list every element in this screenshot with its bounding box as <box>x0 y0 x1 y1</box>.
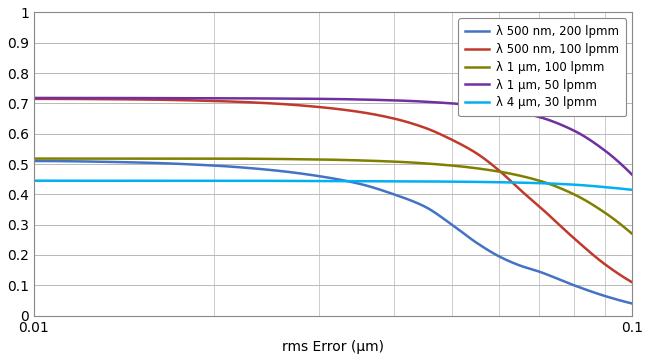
λ 500 nm, 100 lpmm <box>386 116 394 120</box>
λ 4 μm, 30 lpmm <box>318 179 326 183</box>
λ 500 nm, 200 lpmm <box>30 159 38 163</box>
λ 500 nm, 100 lpmm <box>520 191 528 196</box>
λ 1 μm, 100 lpmm <box>386 159 394 164</box>
λ 500 nm, 200 lpmm <box>318 174 326 179</box>
λ 4 μm, 30 lpmm <box>520 180 528 185</box>
λ 500 nm, 200 lpmm <box>628 301 636 306</box>
X-axis label: rms Error (μm): rms Error (μm) <box>282 340 384 354</box>
λ 500 nm, 100 lpmm <box>628 280 636 284</box>
λ 4 μm, 30 lpmm <box>614 186 621 191</box>
λ 4 μm, 30 lpmm <box>354 179 361 183</box>
λ 500 nm, 200 lpmm <box>520 265 528 269</box>
λ 500 nm, 100 lpmm <box>614 271 621 275</box>
λ 1 μm, 50 lpmm <box>386 98 394 103</box>
λ 4 μm, 30 lpmm <box>314 179 322 183</box>
λ 1 μm, 100 lpmm <box>628 232 636 236</box>
λ 1 μm, 50 lpmm <box>628 173 636 177</box>
λ 1 μm, 100 lpmm <box>520 174 528 179</box>
Line: λ 1 μm, 100 lpmm: λ 1 μm, 100 lpmm <box>34 158 632 234</box>
λ 500 nm, 200 lpmm <box>314 174 322 178</box>
λ 1 μm, 50 lpmm <box>354 97 361 101</box>
λ 4 μm, 30 lpmm <box>628 188 636 192</box>
Line: λ 500 nm, 100 lpmm: λ 500 nm, 100 lpmm <box>34 99 632 282</box>
λ 4 μm, 30 lpmm <box>386 179 394 183</box>
Line: λ 1 μm, 50 lpmm: λ 1 μm, 50 lpmm <box>34 98 632 175</box>
Line: λ 4 μm, 30 lpmm: λ 4 μm, 30 lpmm <box>34 181 632 190</box>
λ 1 μm, 50 lpmm <box>318 97 326 101</box>
λ 1 μm, 100 lpmm <box>614 220 621 224</box>
λ 500 nm, 200 lpmm <box>386 191 394 195</box>
λ 4 μm, 30 lpmm <box>30 179 38 183</box>
λ 1 μm, 100 lpmm <box>354 158 361 162</box>
Line: λ 500 nm, 200 lpmm: λ 500 nm, 200 lpmm <box>34 161 632 304</box>
λ 1 μm, 50 lpmm <box>314 97 322 101</box>
λ 500 nm, 200 lpmm <box>354 181 361 186</box>
λ 500 nm, 100 lpmm <box>30 97 38 101</box>
λ 1 μm, 100 lpmm <box>314 157 322 162</box>
λ 1 μm, 50 lpmm <box>614 159 621 163</box>
λ 500 nm, 100 lpmm <box>354 109 361 114</box>
λ 500 nm, 100 lpmm <box>318 105 326 109</box>
λ 1 μm, 100 lpmm <box>318 157 326 162</box>
λ 500 nm, 200 lpmm <box>614 297 621 302</box>
Legend: λ 500 nm, 200 lpmm, λ 500 nm, 100 lpmm, λ 1 μm, 100 lpmm, λ 1 μm, 50 lpmm, λ 4 μ: λ 500 nm, 200 lpmm, λ 500 nm, 100 lpmm, … <box>458 18 626 116</box>
λ 1 μm, 50 lpmm <box>520 111 528 116</box>
λ 1 μm, 50 lpmm <box>30 96 38 100</box>
λ 1 μm, 100 lpmm <box>30 156 38 161</box>
λ 500 nm, 100 lpmm <box>314 105 322 109</box>
